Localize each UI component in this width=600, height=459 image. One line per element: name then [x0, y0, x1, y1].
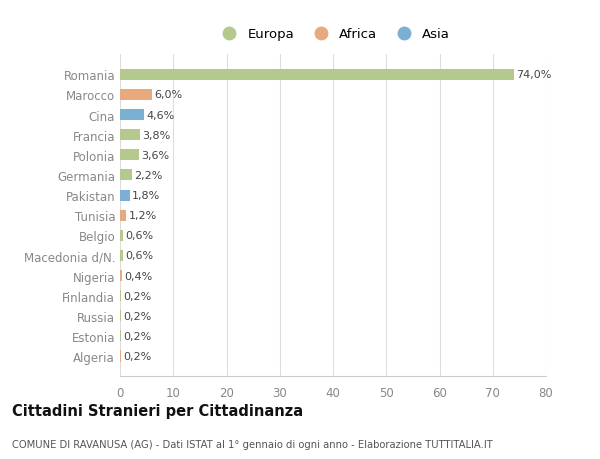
- Text: 3,6%: 3,6%: [142, 151, 169, 161]
- Bar: [120, 90, 152, 101]
- Text: 0,2%: 0,2%: [123, 331, 151, 341]
- Text: 0,4%: 0,4%: [124, 271, 152, 281]
- Text: 1,2%: 1,2%: [128, 211, 157, 221]
- Text: 0,6%: 0,6%: [125, 231, 154, 241]
- Text: COMUNE DI RAVANUSA (AG) - Dati ISTAT al 1° gennaio di ogni anno - Elaborazione T: COMUNE DI RAVANUSA (AG) - Dati ISTAT al …: [12, 440, 493, 449]
- Legend: Europa, Africa, Asia: Europa, Africa, Asia: [211, 23, 455, 47]
- Text: 6,0%: 6,0%: [154, 90, 182, 100]
- Text: 0,2%: 0,2%: [123, 311, 151, 321]
- Bar: [120, 110, 145, 121]
- Bar: [120, 230, 123, 241]
- Text: 2,2%: 2,2%: [134, 171, 162, 180]
- Text: 0,6%: 0,6%: [125, 251, 154, 261]
- Bar: [120, 150, 139, 161]
- Bar: [120, 351, 121, 362]
- Bar: [120, 190, 130, 201]
- Text: 0,2%: 0,2%: [123, 351, 151, 361]
- Bar: [120, 311, 121, 322]
- Bar: [120, 210, 127, 221]
- Text: 4,6%: 4,6%: [146, 110, 175, 120]
- Text: Cittadini Stranieri per Cittadinanza: Cittadini Stranieri per Cittadinanza: [12, 403, 303, 419]
- Text: 1,8%: 1,8%: [132, 190, 160, 201]
- Bar: [120, 330, 121, 341]
- Text: 0,2%: 0,2%: [123, 291, 151, 301]
- Bar: [120, 170, 132, 181]
- Text: 74,0%: 74,0%: [516, 70, 551, 80]
- Bar: [120, 130, 140, 141]
- Bar: [120, 270, 122, 281]
- Text: 3,8%: 3,8%: [142, 130, 170, 140]
- Bar: [120, 250, 123, 262]
- Bar: [120, 291, 121, 302]
- Bar: [120, 70, 514, 81]
